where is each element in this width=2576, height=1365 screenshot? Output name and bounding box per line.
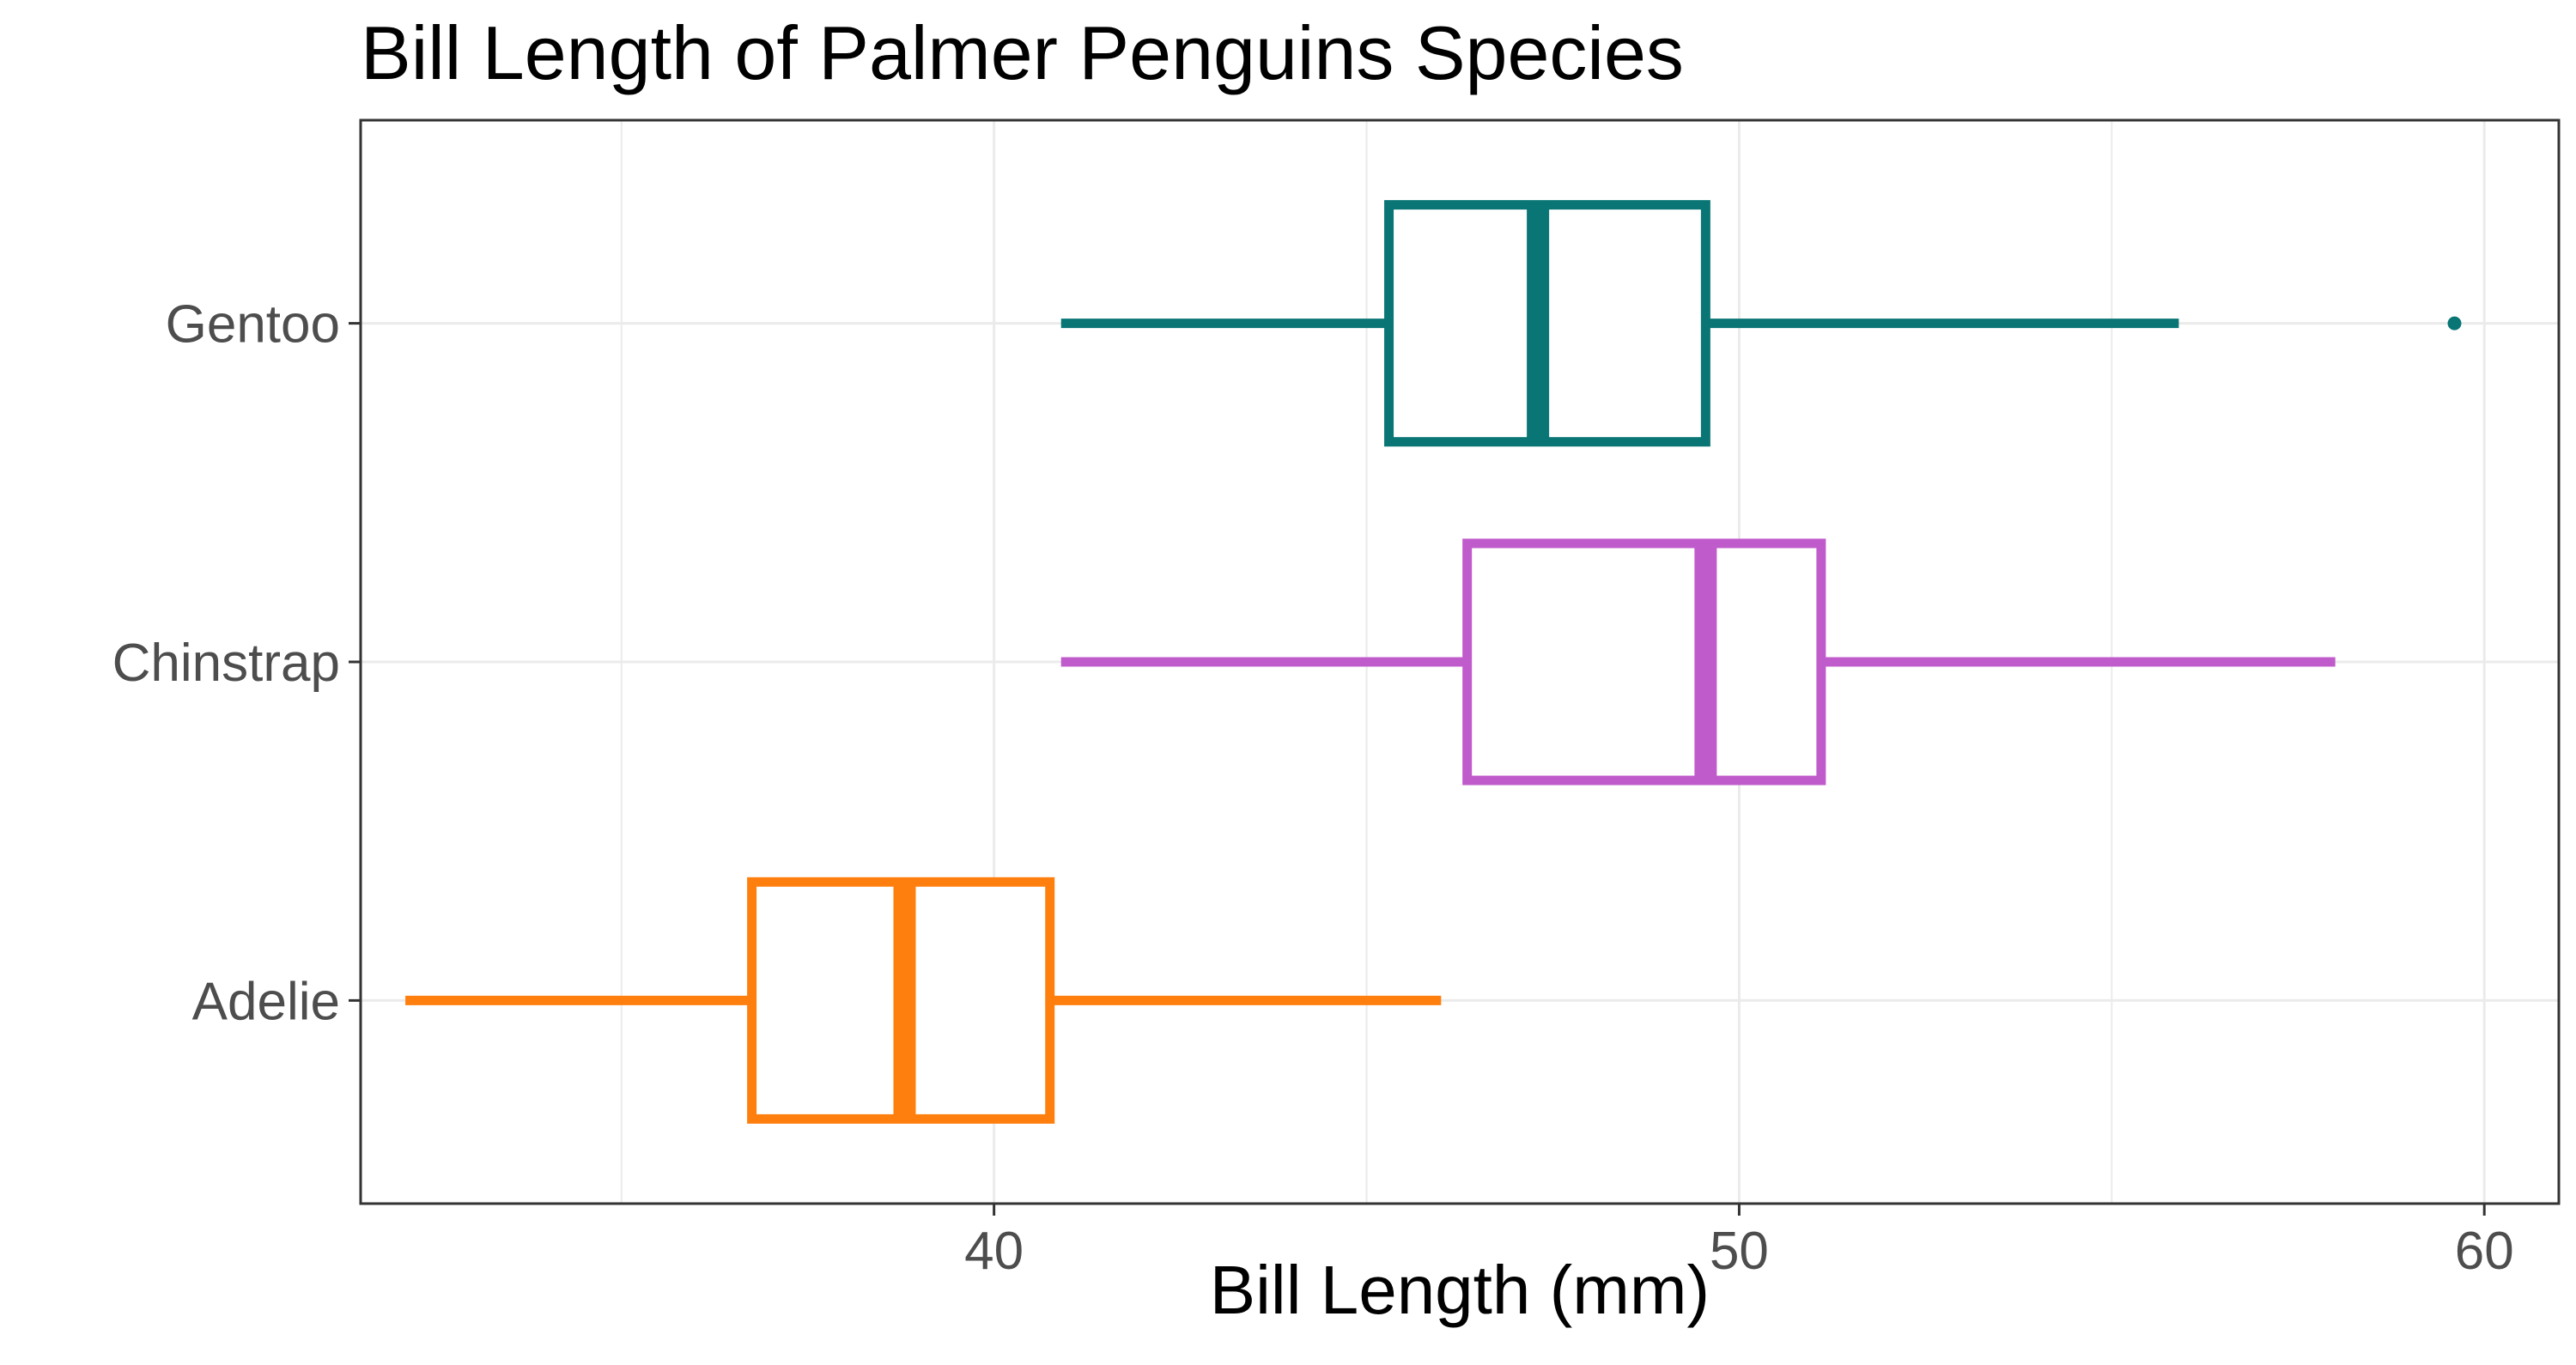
chart-title: Bill Length of Palmer Penguins Species xyxy=(361,10,1684,95)
box-adelie xyxy=(405,877,1442,1124)
y-tick-label-gentoo: Gentoo xyxy=(166,295,340,355)
x-axis-title: Bill Length (mm) xyxy=(1210,1252,1710,1328)
y-tick-label-adelie: Adelie xyxy=(192,972,340,1031)
iqr-box-chinstrap xyxy=(1462,538,1826,786)
outlier-point-gentoo xyxy=(2447,316,2462,331)
axis-layer: 40 50 60 Adelie Chinstrap Gentoo xyxy=(112,295,2514,1281)
box-chinstrap xyxy=(1060,538,2336,786)
x-tick-label: 60 xyxy=(2455,1222,2514,1281)
x-tick-label: 40 xyxy=(964,1222,1024,1281)
box-gentoo xyxy=(1060,200,2462,447)
box-layer xyxy=(405,200,2462,1124)
y-tick-label-chinstrap: Chinstrap xyxy=(112,634,340,693)
x-tick-label: 50 xyxy=(1710,1222,1769,1281)
